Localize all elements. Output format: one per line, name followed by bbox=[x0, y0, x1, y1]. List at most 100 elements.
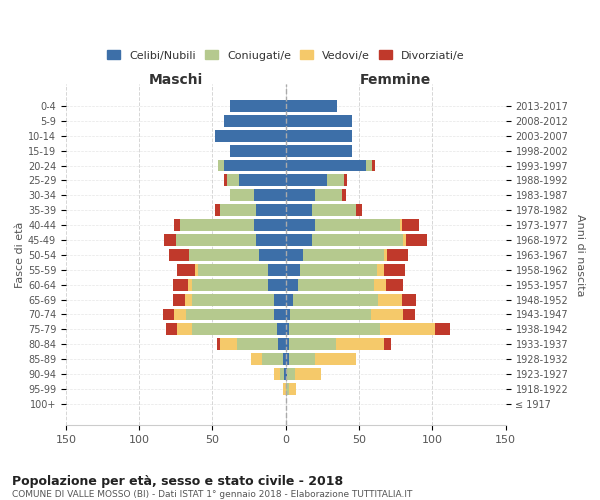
Bar bbox=[188, 278, 192, 290]
Bar bbox=[286, 115, 352, 127]
Bar bbox=[224, 115, 286, 127]
Bar bbox=[295, 368, 321, 380]
Bar bbox=[386, 278, 403, 290]
Bar bbox=[315, 353, 356, 365]
Bar bbox=[274, 368, 280, 380]
Bar bbox=[312, 204, 356, 216]
Bar bbox=[230, 144, 286, 156]
Bar bbox=[367, 160, 373, 172]
Bar bbox=[377, 264, 384, 276]
Bar bbox=[283, 383, 286, 395]
Bar bbox=[259, 249, 286, 261]
Bar bbox=[230, 100, 286, 112]
Bar bbox=[256, 234, 286, 246]
Bar bbox=[166, 324, 178, 336]
Text: Femmine: Femmine bbox=[360, 72, 431, 86]
Bar bbox=[341, 190, 346, 202]
Bar bbox=[286, 204, 312, 216]
Bar bbox=[220, 338, 238, 350]
Bar bbox=[192, 278, 268, 290]
Bar bbox=[239, 174, 286, 186]
Bar bbox=[312, 234, 403, 246]
Bar bbox=[256, 204, 286, 216]
Bar bbox=[238, 338, 278, 350]
Bar bbox=[283, 353, 286, 365]
Bar bbox=[286, 190, 315, 202]
Bar bbox=[289, 353, 315, 365]
Bar bbox=[371, 308, 403, 320]
Bar bbox=[286, 294, 293, 306]
Bar bbox=[286, 264, 301, 276]
Bar bbox=[401, 219, 419, 231]
Bar bbox=[217, 338, 220, 350]
Bar bbox=[277, 324, 286, 336]
Bar bbox=[344, 174, 347, 186]
Bar bbox=[230, 190, 254, 202]
Bar bbox=[180, 219, 254, 231]
Bar bbox=[286, 353, 289, 365]
Bar bbox=[406, 234, 427, 246]
Bar bbox=[284, 368, 286, 380]
Text: COMUNE DI VALLE MOSSO (BI) - Dati ISTAT 1° gennaio 2018 - Elaborazione TUTTITALI: COMUNE DI VALLE MOSSO (BI) - Dati ISTAT … bbox=[12, 490, 412, 499]
Bar bbox=[286, 308, 290, 320]
Bar bbox=[287, 368, 295, 380]
Bar bbox=[373, 160, 375, 172]
Bar bbox=[289, 324, 380, 336]
Bar bbox=[274, 294, 286, 306]
Bar bbox=[195, 264, 198, 276]
Bar bbox=[274, 308, 286, 320]
Bar bbox=[192, 324, 277, 336]
Bar bbox=[298, 278, 374, 290]
Bar bbox=[384, 264, 404, 276]
Bar bbox=[278, 338, 286, 350]
Bar bbox=[220, 204, 256, 216]
Bar bbox=[400, 219, 401, 231]
Bar bbox=[387, 249, 407, 261]
Bar bbox=[374, 278, 386, 290]
Bar bbox=[218, 160, 224, 172]
Bar bbox=[290, 308, 371, 320]
Bar bbox=[268, 278, 286, 290]
Bar bbox=[286, 383, 289, 395]
Y-axis label: Anni di nascita: Anni di nascita bbox=[575, 214, 585, 296]
Bar bbox=[286, 160, 367, 172]
Bar bbox=[268, 264, 286, 276]
Bar bbox=[286, 324, 289, 336]
Bar bbox=[169, 249, 189, 261]
Bar bbox=[378, 294, 401, 306]
Bar bbox=[286, 174, 327, 186]
Bar bbox=[224, 160, 286, 172]
Bar bbox=[286, 368, 287, 380]
Bar bbox=[293, 294, 378, 306]
Bar bbox=[178, 324, 192, 336]
Bar bbox=[335, 338, 384, 350]
Bar bbox=[403, 234, 406, 246]
Bar bbox=[380, 324, 436, 336]
Bar bbox=[173, 278, 188, 290]
Text: Popolazione per età, sesso e stato civile - 2018: Popolazione per età, sesso e stato civil… bbox=[12, 475, 343, 488]
Bar bbox=[436, 324, 450, 336]
Bar bbox=[254, 190, 286, 202]
Bar bbox=[280, 368, 284, 380]
Bar bbox=[251, 353, 262, 365]
Bar bbox=[227, 174, 239, 186]
Bar bbox=[315, 219, 400, 231]
Bar bbox=[356, 204, 362, 216]
Legend: Celibi/Nubili, Coniugati/e, Vedovi/e, Divorziati/e: Celibi/Nubili, Coniugati/e, Vedovi/e, Di… bbox=[103, 46, 469, 65]
Bar bbox=[178, 264, 195, 276]
Bar bbox=[286, 219, 315, 231]
Bar bbox=[315, 190, 341, 202]
Bar bbox=[254, 219, 286, 231]
Bar bbox=[192, 294, 274, 306]
Bar bbox=[198, 264, 268, 276]
Bar bbox=[175, 308, 186, 320]
Bar bbox=[224, 174, 227, 186]
Bar bbox=[185, 294, 192, 306]
Bar bbox=[327, 174, 344, 186]
Bar bbox=[215, 204, 220, 216]
Bar bbox=[186, 308, 274, 320]
Bar bbox=[189, 249, 259, 261]
Bar bbox=[286, 249, 304, 261]
Bar bbox=[289, 383, 296, 395]
Text: Maschi: Maschi bbox=[149, 72, 203, 86]
